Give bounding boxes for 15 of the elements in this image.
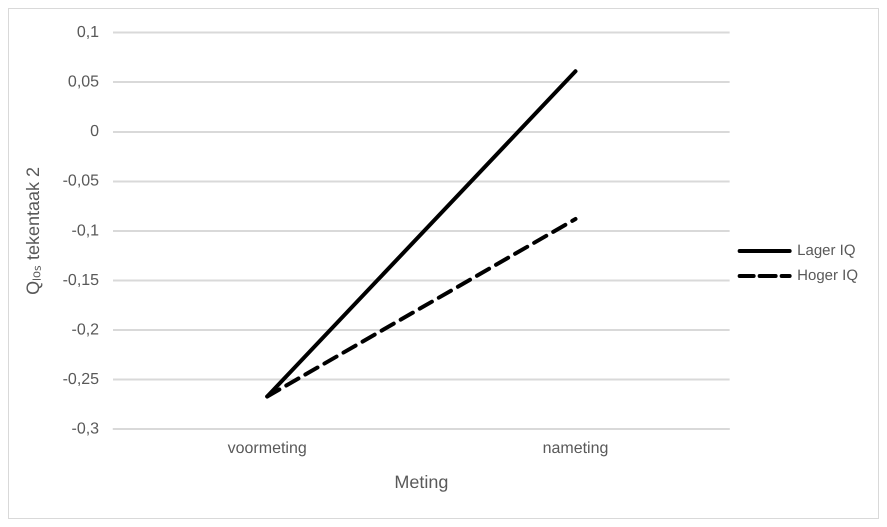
y-tick-label: -0,1 [71, 222, 100, 240]
y-tick-label: 0 [90, 123, 100, 140]
y-tick-label: -0,2 [71, 321, 100, 338]
x-tick-label: voormeting [228, 440, 307, 458]
legend-label: Lager IQ [797, 242, 856, 260]
y-tick-label: -0,3 [71, 420, 100, 438]
y-tick-label: 0,05 [68, 74, 100, 91]
x-tick-label: nameting [542, 440, 608, 458]
y-tick-label: -0,15 [62, 272, 100, 289]
x-axis-title: Meting [394, 472, 448, 492]
legend-label: Hoger IQ [797, 267, 858, 284]
y-tick-label: -0,25 [62, 371, 100, 388]
y-tick-label: 0,1 [76, 24, 100, 42]
y-tick-label: -0,05 [62, 172, 100, 190]
y-axis-title: Qₗₒₛ tekentaak 2 [22, 166, 43, 295]
